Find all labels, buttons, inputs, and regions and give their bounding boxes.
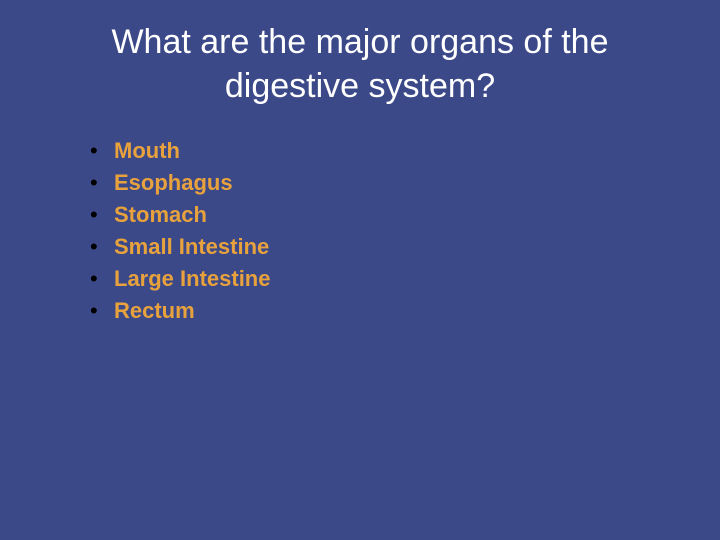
slide-title: What are the major organs of the digesti… bbox=[60, 20, 660, 108]
list-item: • Stomach bbox=[90, 202, 660, 228]
list-item: • Esophagus bbox=[90, 170, 660, 196]
slide: What are the major organs of the digesti… bbox=[0, 0, 720, 540]
list-item: • Small Intestine bbox=[90, 234, 660, 260]
list-item-label: Rectum bbox=[114, 298, 195, 324]
bullet-icon: • bbox=[90, 298, 114, 324]
bullet-icon: • bbox=[90, 202, 114, 228]
list-item-label: Large Intestine bbox=[114, 266, 270, 292]
list-item-label: Esophagus bbox=[114, 170, 233, 196]
bullet-icon: • bbox=[90, 266, 114, 292]
bullet-icon: • bbox=[90, 234, 114, 260]
list-item: • Large Intestine bbox=[90, 266, 660, 292]
bullet-icon: • bbox=[90, 138, 114, 164]
list-item: • Rectum bbox=[90, 298, 660, 324]
list-item-label: Mouth bbox=[114, 138, 180, 164]
list-item: • Mouth bbox=[90, 138, 660, 164]
list-item-label: Stomach bbox=[114, 202, 207, 228]
organ-list: • Mouth • Esophagus • Stomach • Small In… bbox=[60, 138, 660, 324]
bullet-icon: • bbox=[90, 170, 114, 196]
list-item-label: Small Intestine bbox=[114, 234, 269, 260]
